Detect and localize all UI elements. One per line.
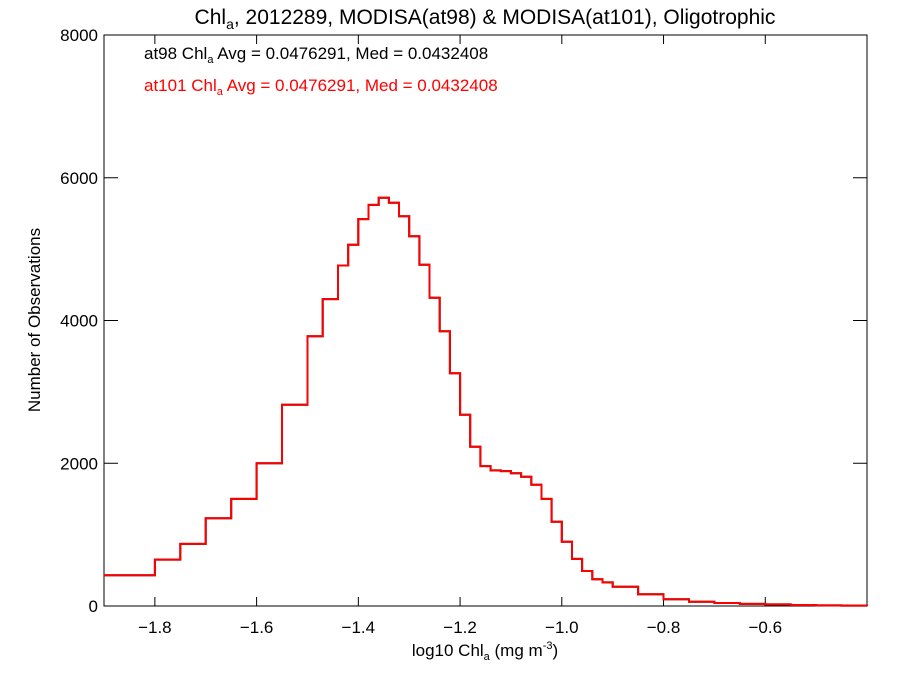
annotation-at98-rest: Avg = 0.0476291, Med = 0.0432408	[213, 44, 488, 63]
x-tick-label: −1.4	[342, 618, 376, 637]
annotation-at98: at98 Chla Avg = 0.0476291, Med = 0.04324…	[144, 44, 488, 66]
y-tick-label: 6000	[60, 169, 98, 188]
x-axis-label-prefix: log10 Chl	[412, 641, 484, 660]
x-tick-label: −0.8	[647, 618, 681, 637]
chart-title-rest: , 2012289, MODISA(at98) & MODISA(at101),…	[234, 6, 776, 29]
x-axis-label-subscript: a	[484, 651, 491, 663]
x-tick-label: −1.8	[138, 618, 172, 637]
x-tick-label: −0.6	[748, 618, 782, 637]
series-at98-line	[104, 196, 868, 607]
annotation-at98-prefix: at98 Chl	[144, 44, 207, 63]
y-axis-label: Number of Observations	[25, 228, 44, 412]
annotation-at98-subscript: a	[207, 54, 214, 66]
y-tick-label: 2000	[60, 454, 98, 473]
x-tick-label: −1.6	[240, 618, 274, 637]
y-tick-label: 8000	[60, 26, 98, 45]
x-axis-label-mid: (mg m	[490, 641, 543, 660]
plot-frame	[103, 34, 868, 607]
chart-title: Chla, 2012289, MODISA(at98) & MODISA(at1…	[195, 6, 776, 32]
x-tick-label: −1.2	[443, 618, 477, 637]
annotation-at101-prefix: at101 Chl	[144, 76, 217, 95]
x-axis-label: log10 Chla (mg m-3)	[412, 640, 558, 663]
series-at101-line	[104, 196, 868, 607]
y-tick-label: 4000	[60, 312, 98, 331]
chart-title-prefix: Chl	[195, 6, 227, 29]
x-axis-label-superscript: -3	[543, 640, 553, 652]
annotation-at101-subscript: a	[217, 86, 224, 98]
x-axis-ticks: −1.8 −1.6 −1.4 −1.2 −1.0 −0.8 −0.6	[138, 35, 782, 637]
x-tick-label: −1.0	[545, 618, 579, 637]
annotation-at101-rest: Avg = 0.0476291, Med = 0.0432408	[223, 76, 498, 95]
y-axis-ticks: 0 2000 4000 6000 8000	[60, 26, 867, 616]
chart-title-subscript: a	[226, 16, 234, 32]
annotation-at101: at101 Chla Avg = 0.0476291, Med = 0.0432…	[144, 76, 498, 98]
x-axis-label-end: )	[552, 641, 558, 660]
y-tick-label: 0	[89, 597, 98, 616]
